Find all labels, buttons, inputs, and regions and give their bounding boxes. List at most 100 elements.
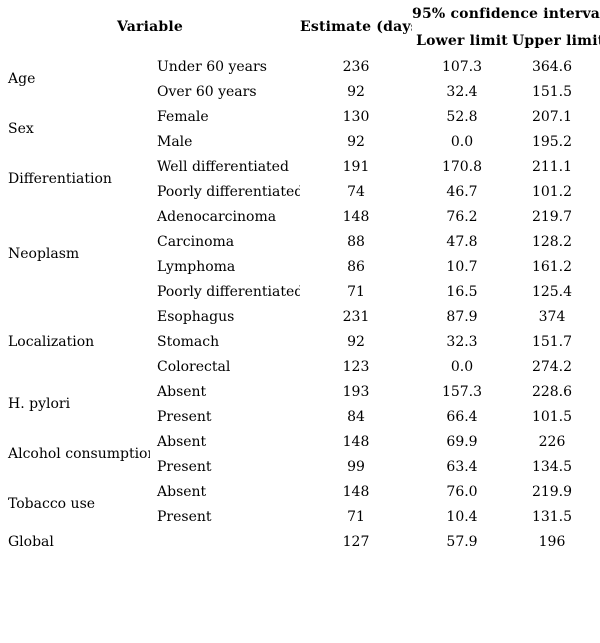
variable-level-label: Under 60 years bbox=[157, 58, 267, 75]
table-row: H. pylori Absent 193 157.3 228.6 bbox=[0, 379, 600, 413]
estimate-value: 92 bbox=[347, 83, 365, 100]
variable-group-label: Sex bbox=[8, 121, 34, 137]
variable-level-label: Stomach bbox=[157, 333, 220, 350]
variable-level-label: Present bbox=[157, 458, 212, 475]
estimate-value: 99 bbox=[347, 458, 365, 475]
table-row: Differentiation Well differentiated 191 170… bbox=[0, 154, 600, 188]
estimate-value: 123 bbox=[342, 358, 370, 375]
lower-limit-value: 157.3 bbox=[441, 383, 483, 400]
variable-group-label: Age bbox=[8, 71, 36, 87]
variable-level-label: Female bbox=[157, 108, 209, 125]
variable-level-label: Poorly differentiated bbox=[157, 183, 300, 200]
variable-level-label: Over 60 years bbox=[157, 83, 257, 100]
upper-limit-value: 364.6 bbox=[531, 58, 573, 75]
variable-level-label: Poorly differentiated bbox=[157, 283, 300, 300]
estimate-value: 74 bbox=[347, 183, 365, 200]
upper-limit-value: 151.7 bbox=[531, 333, 573, 350]
estimate-value: 92 bbox=[347, 333, 365, 350]
estimate-value: 86 bbox=[347, 258, 365, 275]
table-header: Variable Estimate (days) 95% confidence … bbox=[0, 0, 600, 54]
lower-limit-value: 170.8 bbox=[441, 158, 483, 175]
estimate-value: 130 bbox=[342, 108, 370, 125]
upper-limit-value: 128.2 bbox=[531, 233, 573, 250]
upper-limit-value: 101.2 bbox=[531, 183, 573, 200]
table-row: Tobacco use Absent 148 76.0 219.9 bbox=[0, 479, 600, 513]
table-row: Age Under 60 years 236 107.3 364.6 bbox=[0, 54, 600, 88]
estimate-value: 71 bbox=[347, 508, 365, 525]
table-row: Colorectal 123 0.0 274.2 bbox=[0, 354, 600, 379]
variable-group-label: Alcohol consumption bbox=[8, 446, 150, 462]
upper-limit-value: 101.5 bbox=[531, 408, 573, 425]
column-header-lower-limit: Lower limit bbox=[416, 32, 508, 49]
estimate-value: 88 bbox=[347, 233, 365, 250]
column-header-confidence-interval: 95% confidence interval bbox=[412, 5, 600, 22]
lower-limit-value: 0.0 bbox=[450, 133, 474, 150]
column-header-variable: Variable bbox=[116, 19, 184, 35]
upper-limit-value: 161.2 bbox=[531, 258, 573, 275]
variable-group-label: Global bbox=[8, 533, 54, 550]
upper-limit-value: 134.5 bbox=[531, 458, 573, 475]
lower-limit-value: 87.9 bbox=[446, 308, 478, 325]
lower-limit-value: 76.0 bbox=[446, 483, 478, 500]
upper-limit-value: 274.2 bbox=[531, 358, 573, 375]
estimate-value: 148 bbox=[342, 483, 370, 500]
table-row: Alcohol consumption Absent 148 69.9 226 bbox=[0, 429, 600, 463]
variable-group-label: Differentiation bbox=[8, 171, 112, 187]
variable-group-label: Tobacco use bbox=[8, 496, 96, 512]
lower-limit-value: 16.5 bbox=[446, 283, 478, 300]
upper-limit-value: 219.9 bbox=[531, 483, 573, 500]
variable-level-label: Absent bbox=[157, 383, 207, 400]
variable-level-label bbox=[150, 529, 300, 554]
estimate-value: 231 bbox=[342, 308, 370, 325]
upper-limit-value: 374 bbox=[538, 308, 566, 325]
upper-limit-value: 226 bbox=[538, 433, 566, 450]
variable-level-label: Esophagus bbox=[157, 308, 235, 325]
estimate-value: 236 bbox=[342, 58, 370, 75]
lower-limit-value: 69.9 bbox=[446, 433, 478, 450]
table-row: Over 60 years 92 32.4 151.5 bbox=[0, 79, 600, 104]
table-row: Poorly differentiated 71 16.5 125.4 bbox=[0, 279, 600, 304]
variable-level-label: Present bbox=[157, 408, 212, 425]
estimate-value: 191 bbox=[342, 158, 370, 175]
lower-limit-value: 107.3 bbox=[441, 58, 483, 75]
lower-limit-value: 32.4 bbox=[446, 83, 478, 100]
upper-limit-value: 211.1 bbox=[531, 158, 573, 175]
table-row: Lymphoma 86 10.7 161.2 bbox=[0, 254, 600, 279]
variable-level-label: Absent bbox=[157, 483, 207, 500]
variable-level-label: Present bbox=[157, 508, 212, 525]
estimate-value: 193 bbox=[342, 383, 370, 400]
lower-limit-value: 63.4 bbox=[446, 458, 478, 475]
variable-level-label: Adenocarcinoma bbox=[157, 208, 277, 225]
variable-level-label: Lymphoma bbox=[157, 258, 236, 275]
lower-limit-value: 32.3 bbox=[446, 333, 478, 350]
table-row: Present 84 66.4 101.5 bbox=[0, 404, 600, 429]
table-row: Neoplasm Adenocarcinoma 148 76.2 219.7 bbox=[0, 204, 600, 263]
lower-limit-value: 47.8 bbox=[446, 233, 478, 250]
estimate-value: 71 bbox=[347, 283, 365, 300]
upper-limit-value: 196 bbox=[538, 533, 566, 550]
lower-limit-value: 10.7 bbox=[446, 258, 478, 275]
variable-group-label: Localization bbox=[8, 333, 95, 350]
estimate-value: 92 bbox=[347, 133, 365, 150]
table-row: Global 127 57.9 196 bbox=[0, 529, 600, 554]
table-row: Present 71 10.4 131.5 bbox=[0, 504, 600, 529]
table-row: Male 92 0.0 195.2 bbox=[0, 129, 600, 154]
variable-level-label: Carcinoma bbox=[157, 233, 235, 250]
upper-limit-value: 219.7 bbox=[531, 208, 573, 225]
upper-limit-value: 195.2 bbox=[531, 133, 573, 150]
lower-limit-value: 46.7 bbox=[446, 183, 478, 200]
table-row: Sex Female 130 52.8 207.1 bbox=[0, 104, 600, 138]
column-header-upper-limit: Upper limit bbox=[512, 32, 600, 49]
variable-group-label: Neoplasm bbox=[8, 246, 80, 262]
table-body: Age Under 60 years 236 107.3 364.6 Over 60 ye… bbox=[0, 54, 600, 554]
estimate-value: 148 bbox=[342, 433, 370, 450]
survival-estimates-table: Variable Estimate (days) 95% confidence … bbox=[0, 0, 600, 554]
upper-limit-value: 125.4 bbox=[531, 283, 573, 300]
upper-limit-value: 131.5 bbox=[531, 508, 573, 525]
table-row: Present 99 63.4 134.5 bbox=[0, 454, 600, 479]
table-row: Localization Esophagus 231 87.9 374 bbox=[0, 304, 600, 350]
upper-limit-value: 151.5 bbox=[531, 83, 573, 100]
variable-level-label: Well differentiated bbox=[157, 158, 289, 175]
table-row: Poorly differentiated 74 46.7 101.2 bbox=[0, 179, 600, 204]
variable-level-label: Absent bbox=[157, 433, 207, 450]
